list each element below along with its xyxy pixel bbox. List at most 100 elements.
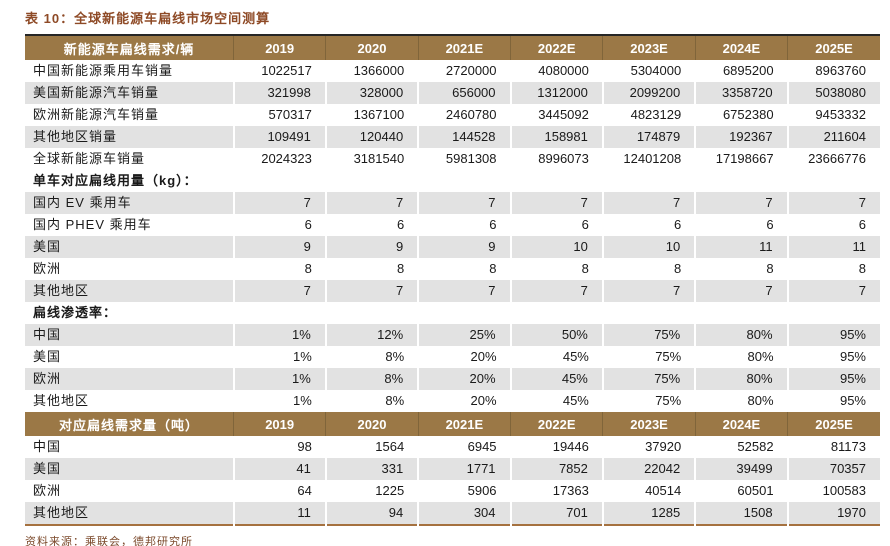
value-cell: 144528 [417,126,511,148]
value-cell: 80% [747,393,774,408]
row-label: 美国 [33,349,62,364]
value-cell: 9 [417,236,511,258]
value-cell: 158981 [509,126,603,148]
table-row: 欧洲新能源汽车销量 570317 1367100 2460780 3445092 4823… [25,104,880,126]
table-row: 国内 EV 乘用车 7 7 7 7 7 7 7 [25,192,880,214]
header-band-row: 新能源车扁线需求/辆 2019 2020 2021E 2022E 2023E 2024E 20… [25,35,880,60]
value-cell: 8 [766,261,774,276]
header-band-row: 对应扁线需求量（吨） 2019 2020 2021E 2022E 2023E 2024E 20… [25,412,880,436]
table-row: 欧洲 8 8 8 8 8 8 8 [25,258,880,280]
value-cell: 8 [489,261,497,276]
value-cell: 8996073 [538,151,589,166]
value-cell: 11 [232,502,326,525]
table-row: 中国新能源乘用车销量 1022517 1366000 2720000 4080000 53… [25,60,880,82]
row-label: 其他地区 [25,502,234,525]
year-header: 2020 [325,412,419,436]
value-cell: 1312000 [509,82,603,104]
value-cell: 7 [417,192,511,214]
row-label: 美国 [25,458,234,480]
value-cell: 45% [562,349,589,364]
value-cell: 20% [470,349,497,364]
value-cell: 75% [655,393,682,408]
value-cell: 109491 [232,126,326,148]
value-cell: 1970 [786,502,880,525]
table-row: 欧洲 64 1225 5906 17363 40514 60501 100583 [25,480,880,502]
row-label: 美国新能源汽车销量 [25,82,234,104]
value-cell: 3445092 [538,107,589,122]
value-cell: 6 [673,217,682,232]
year-header: 2020 [325,35,419,60]
table-row: 其他地区 7 7 7 7 7 7 7 [25,280,880,302]
value-cell: 94 [324,502,419,525]
value-cell: 8 [581,261,589,276]
value-cell: 95% [786,324,880,346]
value-cell: 6 [396,217,405,232]
year-header: 2022E [510,412,603,436]
value-cell: 7 [232,280,326,302]
value-cell: 81173 [830,439,866,454]
value-cell: 64 [297,483,312,498]
table-row: 美国新能源汽车销量 321998 328000 656000 1312000 209920… [25,82,880,104]
year-header: 2019 [232,35,326,60]
value-cell: 10 [509,236,603,258]
section-header-row: 单车对应扁线用量（kg）： [25,170,880,192]
year-header: 2021E [417,35,511,60]
value-cell: 8 [304,261,312,276]
table-row: 美国 1% 8% 20% 45% 75% 80% 95% [25,346,880,368]
band-label: 对应扁线需求量（吨） [25,412,234,436]
row-label: 欧洲新能源汽车销量 [33,107,160,122]
flat-wire-table-body: 新能源车扁线需求/辆 2019 2020 2021E 2022E 2023E 2024E 20… [25,35,880,525]
value-cell: 70357 [786,458,880,480]
row-label: 国内 EV 乘用车 [25,192,234,214]
value-cell: 7 [324,192,419,214]
row-label: 欧洲 [25,368,234,390]
value-cell: 192367 [694,126,788,148]
year-header: 2024E [694,35,788,60]
value-cell: 7 [324,280,419,302]
value-cell: 95% [786,368,880,390]
year-header: 2023E [602,412,696,436]
value-cell: 8% [385,349,405,364]
year-header: 2021E [417,412,511,436]
value-cell: 5038080 [786,82,880,104]
value-cell: 45% [509,368,603,390]
value-cell: 11 [786,236,880,258]
value-cell: 7 [417,280,511,302]
value-cell: 7 [694,280,788,302]
flat-wire-table: 新能源车扁线需求/辆 2019 2020 2021E 2022E 2023E 2024E 20… [25,34,880,526]
value-cell: 12401208 [623,151,682,166]
value-cell: 656000 [417,82,511,104]
value-cell: 2024323 [261,151,312,166]
row-label: 中国 [33,439,62,454]
value-cell: 2099200 [601,82,696,104]
value-cell: 211604 [786,126,880,148]
value-cell: 1% [293,349,312,364]
value-cell: 4823129 [630,107,682,122]
value-cell: 7 [509,192,603,214]
year-header: 2024E [694,412,788,436]
value-cell: 7 [786,280,880,302]
value-cell: 1225 [375,483,405,498]
value-cell: 6 [489,217,497,232]
value-cell: 7852 [509,458,603,480]
table-row: 其他地区 1% 8% 20% 45% 75% 80% 95% [25,390,880,412]
table-row: 欧洲 1% 8% 20% 45% 75% 80% 95% [25,368,880,390]
row-label: 全球新能源车销量 [33,151,146,166]
value-cell: 304 [417,502,511,525]
value-cell: 1% [293,393,312,408]
section-label: 扁线渗透率： [33,305,118,320]
value-cell: 120440 [324,126,419,148]
value-cell: 7 [509,280,603,302]
value-cell: 6752380 [722,107,774,122]
value-cell: 9453332 [815,107,866,122]
value-cell: 22042 [601,458,696,480]
value-cell: 40514 [645,483,682,498]
value-cell: 80% [694,324,788,346]
value-cell: 80% [747,349,774,364]
value-cell: 321998 [232,82,326,104]
value-cell: 12% [324,324,419,346]
value-cell: 60501 [737,483,774,498]
value-cell: 9 [232,236,326,258]
value-cell: 25% [417,324,511,346]
value-cell: 9 [324,236,419,258]
